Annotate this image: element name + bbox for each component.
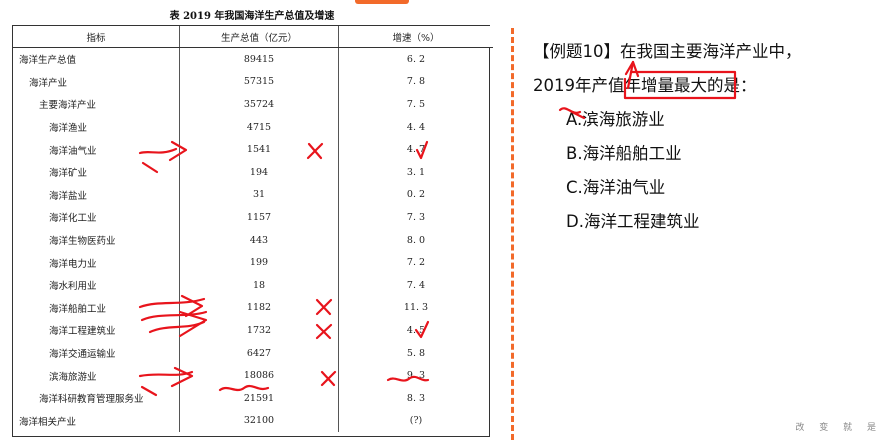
table-row: 海洋生产总值 89415 6. 2 bbox=[13, 47, 493, 71]
row-indicator-name: 海洋产业 bbox=[13, 70, 180, 94]
row-output-value: 32100 bbox=[179, 409, 339, 433]
row-output-value: 443 bbox=[179, 228, 339, 252]
row-output-value: 1157 bbox=[179, 206, 339, 229]
table-row: 海洋产业 57315 7. 8 bbox=[13, 70, 493, 94]
table-row: 海洋交通运输业 6427 5. 8 bbox=[13, 341, 493, 365]
row-output-value: 1182 bbox=[179, 296, 339, 320]
row-indicator-name: 海洋油气业 bbox=[13, 138, 180, 161]
row-indicator-name: 滨海旅游业 bbox=[13, 364, 180, 387]
row-output-value: 4715 bbox=[179, 115, 339, 139]
option-d[interactable]: D.海洋工程建筑业 bbox=[566, 212, 700, 231]
row-growth-rate: 7. 8 bbox=[406, 76, 426, 88]
row-growth-rate: 6. 2 bbox=[406, 53, 426, 65]
row-output-value: 199 bbox=[179, 251, 339, 274]
row-growth-rate: 7. 5 bbox=[406, 98, 426, 110]
row-indicator-name: 海洋渔业 bbox=[13, 115, 180, 139]
header-growth-rate: 增速（%） bbox=[338, 26, 493, 48]
row-indicator-name: 海洋生物医药业 bbox=[13, 228, 180, 252]
table-header-row: 指标 生产总值（亿元） 增速（%） bbox=[13, 26, 493, 48]
row-output-value: 1541 bbox=[179, 138, 339, 161]
row-output-value: 6427 bbox=[179, 341, 339, 365]
table-row: 海洋油气业 1541 4. 7 bbox=[13, 138, 493, 161]
row-output-value: 18086 bbox=[179, 364, 339, 387]
row-growth-rate: 4. 5 bbox=[406, 324, 426, 336]
row-indicator-name: 海洋化工业 bbox=[13, 206, 180, 229]
table-row: 海洋矿业 194 3. 1 bbox=[13, 160, 493, 184]
row-growth-rate: 8. 0 bbox=[406, 234, 426, 246]
table-row: 海洋电力业 199 7. 2 bbox=[13, 251, 493, 274]
option-c[interactable]: C.海洋油气业 bbox=[566, 178, 666, 197]
table-row: 海洋科研教育管理服务业 21591 8. 3 bbox=[13, 386, 493, 410]
table-body: 海洋生产总值 89415 6. 2 海洋产业 57315 7. 8 主要海洋产业 35724 7… bbox=[13, 47, 493, 433]
row-output-value: 194 bbox=[179, 160, 339, 184]
row-growth-rate: 11. 3 bbox=[403, 302, 429, 314]
row-indicator-name: 主要海洋产业 bbox=[13, 93, 180, 116]
dashed-divider bbox=[511, 28, 514, 440]
row-growth-rate: 5. 8 bbox=[406, 347, 426, 359]
question-panel: 【例题10】在我国主要海洋产业中， 2019年产值年增量最大的是： A.滨海旅游… bbox=[533, 35, 878, 239]
table-row: 海洋渔业 4715 4. 4 bbox=[13, 115, 493, 139]
table-row: 海洋化工业 1157 7. 3 bbox=[13, 206, 493, 229]
table-title: 表 2019 年我国海洋生产总值及增速 bbox=[169, 11, 335, 22]
row-output-value: 21591 bbox=[179, 386, 339, 410]
table-row: 海洋生物医药业 443 8. 0 bbox=[13, 228, 493, 252]
data-table: 指标 生产总值（亿元） 增速（%） 海洋生产总值 89415 6. 2 海洋产业 573… bbox=[12, 25, 493, 437]
row-output-value: 89415 bbox=[179, 47, 339, 71]
header-output-value: 生产总值（亿元） bbox=[179, 26, 339, 48]
option-b[interactable]: B.海洋船舶工业 bbox=[566, 144, 682, 163]
table-row: 海洋相关产业 32100 (?) bbox=[13, 409, 493, 433]
row-growth-rate: 9. 3 bbox=[406, 370, 426, 382]
table-row: 海洋盐业 31 0. 2 bbox=[13, 183, 493, 207]
row-output-value: 57315 bbox=[179, 70, 339, 94]
row-growth-rate: 7. 3 bbox=[406, 211, 426, 223]
row-growth-rate: 3. 1 bbox=[406, 166, 426, 178]
row-growth-rate: (?) bbox=[409, 415, 423, 427]
row-growth-rate: 0. 2 bbox=[406, 189, 426, 201]
row-indicator-name: 海洋生产总值 bbox=[13, 47, 180, 71]
table-row: 海洋船舶工业 1182 11. 3 bbox=[13, 296, 493, 320]
row-indicator-name: 海洋相关产业 bbox=[13, 409, 180, 433]
row-indicator-name: 海洋盐业 bbox=[13, 183, 180, 207]
row-indicator-name: 海洋电力业 bbox=[13, 251, 180, 274]
question-line-2: 2019年产值年增量最大的是： bbox=[533, 76, 757, 95]
row-output-value: 31 bbox=[179, 183, 339, 207]
row-growth-rate: 7. 2 bbox=[406, 257, 426, 269]
row-output-value: 18 bbox=[179, 273, 339, 297]
table-row: 海洋工程建筑业 1732 4. 5 bbox=[13, 319, 493, 342]
row-growth-rate: 4. 7 bbox=[406, 144, 426, 156]
row-growth-rate: 8. 3 bbox=[406, 392, 426, 404]
row-indicator-name: 海洋矿业 bbox=[13, 160, 180, 184]
header-indicator: 指标 bbox=[13, 26, 180, 48]
table-row: 海水利用业 18 7. 4 bbox=[13, 273, 493, 297]
top-accent-tab bbox=[355, 0, 409, 4]
row-growth-rate: 7. 4 bbox=[406, 279, 426, 291]
row-indicator-name: 海水利用业 bbox=[13, 273, 180, 297]
question-line-1: 【例题10】在我国主要海洋产业中， bbox=[533, 42, 802, 61]
row-growth-rate: 4. 4 bbox=[406, 121, 426, 133]
row-output-value: 35724 bbox=[179, 93, 339, 116]
row-indicator-name: 海洋交通运输业 bbox=[13, 341, 180, 365]
row-indicator-name: 海洋工程建筑业 bbox=[13, 319, 180, 342]
row-indicator-name: 海洋科研教育管理服务业 bbox=[13, 386, 180, 410]
footer-slogan: 改 变 就 是 bbox=[795, 423, 882, 433]
row-indicator-name: 海洋船舶工业 bbox=[13, 296, 180, 320]
table-row: 主要海洋产业 35724 7. 5 bbox=[13, 93, 493, 116]
option-a[interactable]: A.滨海旅游业 bbox=[566, 110, 665, 129]
table-row: 滨海旅游业 18086 9. 3 bbox=[13, 364, 493, 387]
row-output-value: 1732 bbox=[179, 319, 339, 342]
